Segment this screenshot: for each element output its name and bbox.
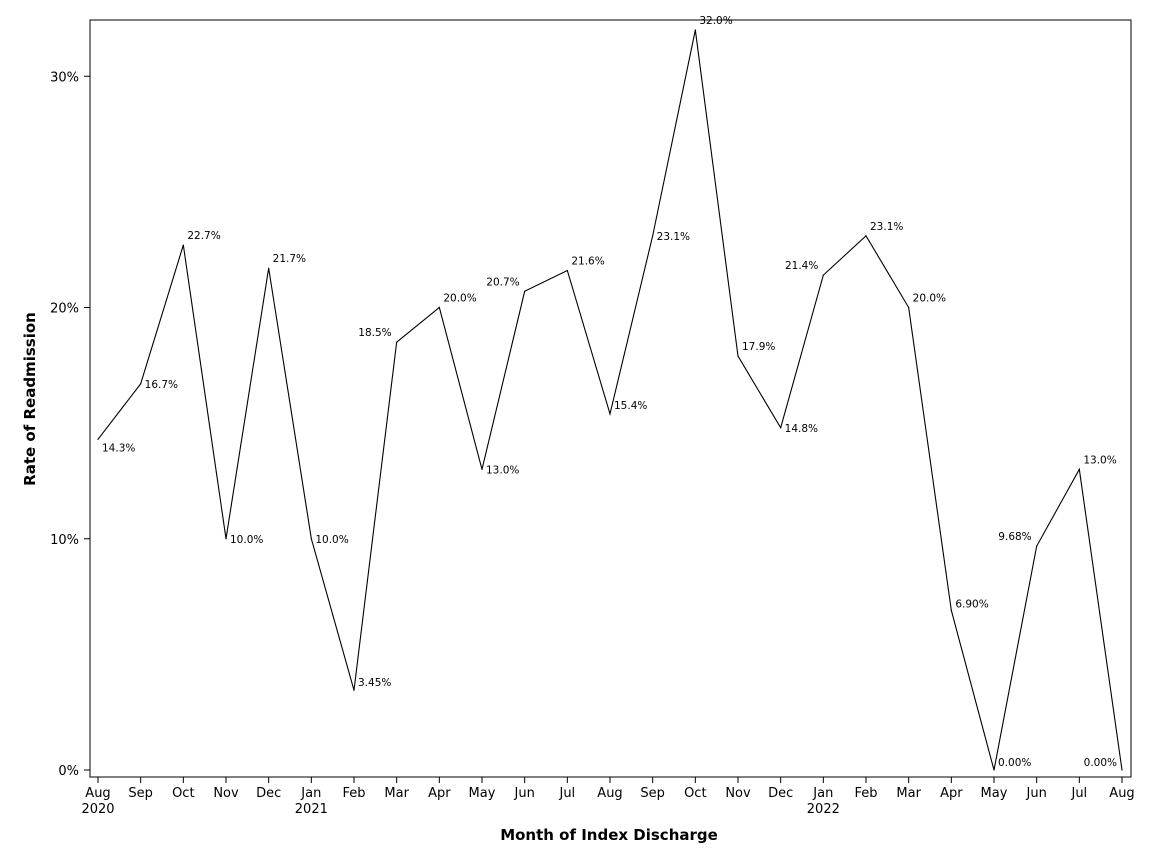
x-tick-label: May — [469, 786, 496, 801]
data-label: 20.0% — [443, 293, 476, 305]
x-tick-label: Oct — [172, 786, 194, 801]
x-tick-label: Oct — [684, 786, 706, 801]
data-point — [396, 341, 398, 343]
data-label: 9.68% — [998, 531, 1031, 543]
data-point — [1078, 468, 1080, 470]
data-label: 14.8% — [785, 423, 818, 435]
data-point — [1121, 769, 1123, 771]
y-axis: 0% 10% 20% 30% — [50, 70, 90, 779]
x-tick-label: Apr — [940, 786, 963, 801]
y-tick-label: 10% — [50, 533, 79, 548]
x-tick-label: Feb — [342, 786, 365, 801]
data-point — [737, 355, 739, 357]
data-label: 32.0% — [699, 15, 732, 27]
series-readmission-rate — [97, 29, 1123, 771]
x-tick-label: Aug — [1109, 786, 1134, 801]
data-point — [524, 290, 526, 292]
data-point — [993, 769, 995, 771]
data-point — [140, 383, 142, 385]
data-label: 0.00% — [998, 757, 1031, 769]
x-tick-label: Sep — [128, 786, 153, 801]
data-point — [865, 235, 867, 237]
x-tick-label: Nov — [213, 786, 239, 801]
data-point — [908, 306, 910, 309]
data-point — [780, 427, 782, 429]
data-point — [438, 306, 440, 309]
data-label: 23.1% — [657, 231, 690, 243]
x-tick-label: Jan — [300, 786, 321, 801]
x-tick-label: Mar — [384, 786, 409, 801]
data-label: 3.45% — [358, 677, 391, 689]
y-tick-label: 20% — [50, 302, 79, 317]
x-tick-label: Aug — [597, 786, 622, 801]
series-line — [97, 29, 1123, 771]
x-tick-label: Jun — [1026, 786, 1047, 801]
x-tick-year-label: 2020 — [81, 802, 114, 817]
data-label: 18.5% — [358, 327, 391, 339]
x-tick-label: Aug — [85, 786, 110, 801]
data-label: 17.9% — [742, 341, 775, 353]
data-point — [481, 468, 483, 470]
data-point — [609, 413, 611, 415]
data-point — [268, 267, 270, 269]
plot-frame — [89, 19, 1132, 778]
x-tick-label: Sep — [640, 786, 665, 801]
x-tick-label: Jul — [558, 786, 575, 801]
data-label: 20.7% — [486, 276, 519, 288]
data-labels: 14.3% 16.7% 22.7% 10.0% 21.7% 10.0% 3.45% 18.5%… — [102, 15, 1117, 769]
data-point — [566, 269, 568, 272]
x-tick-year-label: 2022 — [807, 802, 840, 817]
x-tick-label: Feb — [854, 786, 877, 801]
data-label: 16.7% — [145, 379, 178, 391]
data-point — [182, 244, 184, 246]
x-tick-label: Mar — [896, 786, 921, 801]
x-tick-label: Jun — [514, 786, 535, 801]
data-label: 15.4% — [614, 400, 647, 412]
x-tick-label: Apr — [428, 786, 451, 801]
y-axis-title: Rate of Readmission — [21, 312, 39, 486]
data-point — [950, 609, 952, 612]
data-point — [1036, 545, 1038, 547]
data-point — [310, 538, 312, 540]
x-tick-label: Dec — [768, 786, 793, 801]
data-label: 23.1% — [870, 221, 903, 233]
data-label: 14.3% — [102, 442, 135, 454]
data-label: 21.7% — [273, 253, 306, 265]
x-tick-year-label: 2021 — [295, 802, 328, 817]
data-point — [97, 438, 99, 440]
data-label: 21.4% — [785, 260, 818, 272]
x-tick-label: Jul — [1070, 786, 1087, 801]
x-tick-label: Nov — [725, 786, 751, 801]
y-tick-label: 30% — [50, 70, 79, 85]
data-label: 22.7% — [187, 230, 220, 242]
y-tick-label: 0% — [58, 764, 79, 779]
x-tick-label: Jan — [812, 786, 833, 801]
data-label: 10.0% — [230, 534, 263, 546]
data-point — [694, 29, 696, 31]
data-label: 21.6% — [571, 256, 604, 268]
x-axis-title: Month of Index Discharge — [500, 826, 718, 844]
data-label: 13.0% — [1083, 454, 1116, 466]
data-point — [822, 274, 824, 276]
data-point — [225, 538, 227, 540]
data-label: 13.0% — [486, 464, 519, 476]
data-label: 20.0% — [913, 293, 946, 305]
data-label: 10.0% — [315, 534, 348, 546]
x-tick-label: May — [981, 786, 1008, 801]
data-label: 0.00% — [1084, 757, 1117, 769]
data-label: 6.90% — [955, 598, 988, 610]
data-point — [353, 689, 355, 691]
x-tick-label: Dec — [256, 786, 281, 801]
data-point — [652, 235, 654, 237]
